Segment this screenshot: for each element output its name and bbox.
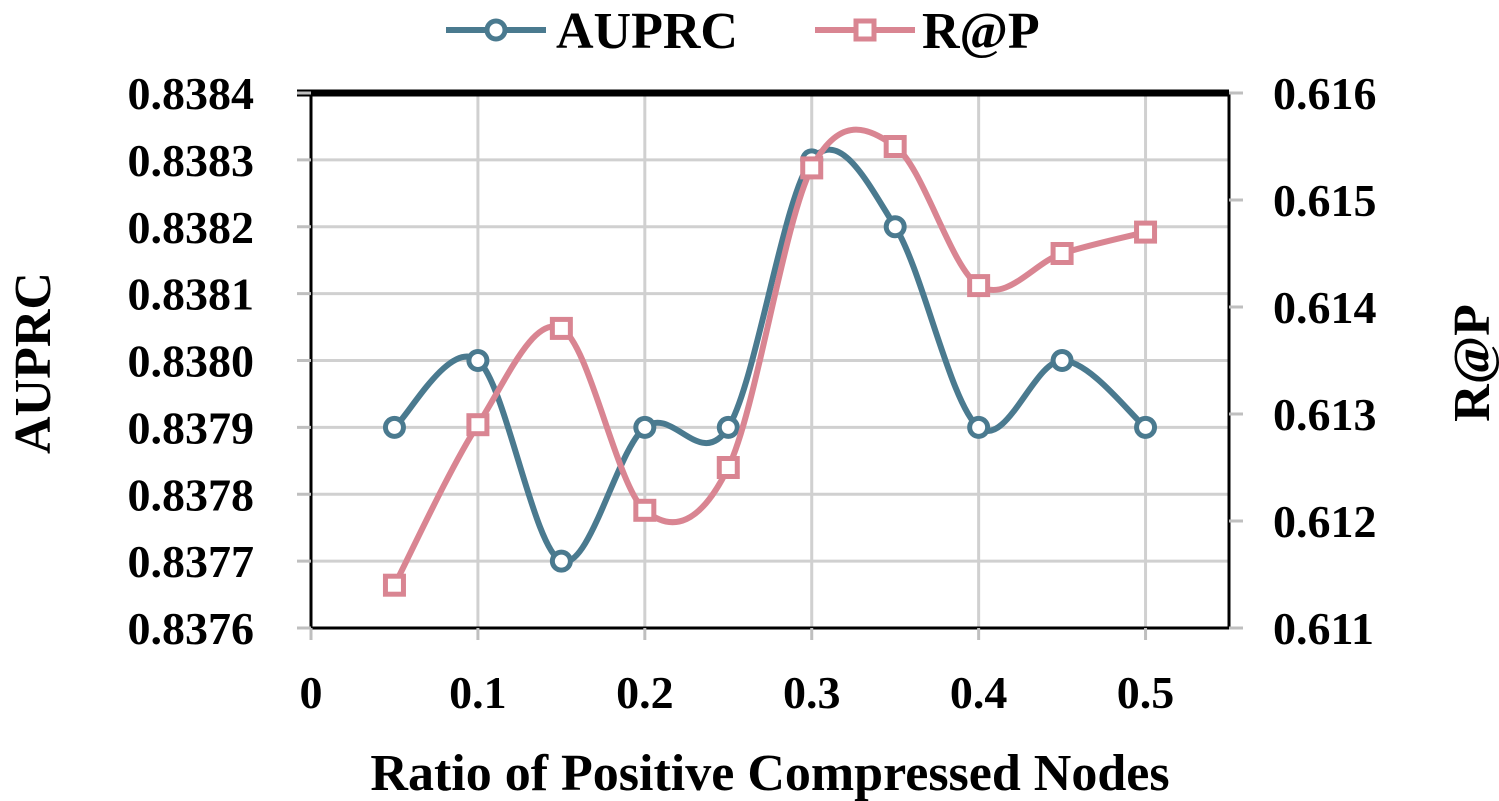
- legend-item-auprc: AUPRC: [446, 3, 738, 60]
- left-tick-label: 0.8384: [128, 68, 255, 119]
- legend-marker-auprc: [484, 18, 508, 42]
- x-tick-label: 0.3: [783, 667, 841, 718]
- series-auprc: [382, 146, 1158, 573]
- data-point-rap: [716, 456, 740, 479]
- right-tick-label: 0.616: [1273, 68, 1377, 119]
- data-point-auprc: [549, 549, 573, 573]
- legend: AUPRC R@P: [446, 3, 1040, 60]
- x-tick-label: 0.1: [449, 667, 507, 718]
- series: [382, 126, 1158, 597]
- right-tick-label: 0.615: [1273, 175, 1377, 226]
- data-point-rap: [633, 498, 657, 522]
- x-axis-title: Ratio of Positive Compressed Nodes: [370, 745, 1169, 801]
- data-point-auprc: [1050, 349, 1074, 372]
- x-axis-ticks: 0 0.1 0.2 0.3 0.4 0.5: [300, 628, 1175, 718]
- right-tick-label: 0.614: [1273, 282, 1377, 333]
- data-point-rap: [1134, 220, 1158, 244]
- left-axis-ticks: 0.8376 0.8377 0.8378 0.8379 0.8380 0.8381 0.83…: [128, 68, 311, 654]
- data-point-auprc: [633, 415, 657, 439]
- data-point-auprc: [1134, 415, 1158, 439]
- data-point-rap: [800, 156, 824, 180]
- data-point-auprc: [466, 349, 490, 372]
- legend-label-rap: R@P: [922, 3, 1040, 60]
- left-tick-label: 0.8376: [128, 603, 255, 654]
- data-point-auprc: [967, 415, 991, 439]
- series-line-auprc: [392, 146, 1148, 565]
- y-axis-title-right: R@P: [1444, 304, 1499, 422]
- x-tick-label: 0: [300, 667, 323, 718]
- left-tick-label: 0.8379: [128, 402, 255, 453]
- left-tick-label: 0.8383: [128, 135, 255, 186]
- data-point-rap: [967, 274, 991, 298]
- x-tick-label: 0.4: [950, 667, 1008, 718]
- left-tick-label: 0.8377: [128, 536, 255, 587]
- right-tick-label: 0.611: [1273, 603, 1374, 654]
- data-point-auprc: [716, 415, 740, 439]
- x-tick-label: 0.2: [616, 667, 674, 718]
- right-axis-ticks: 0.611 0.612 0.613 0.614 0.615 0.616: [1229, 68, 1377, 654]
- right-tick-label: 0.612: [1273, 496, 1377, 547]
- legend-marker-rap: [853, 18, 877, 42]
- data-point-rap: [549, 316, 573, 340]
- legend-label-auprc: AUPRC: [556, 3, 738, 60]
- left-tick-label: 0.8380: [128, 336, 255, 387]
- right-tick-label: 0.613: [1273, 389, 1377, 440]
- left-tick-label: 0.8378: [128, 469, 255, 520]
- data-point-auprc: [883, 215, 907, 239]
- legend-item-rap: R@P: [815, 3, 1040, 60]
- data-point-rap: [382, 573, 406, 597]
- data-point-rap: [1050, 242, 1074, 265]
- x-tick-label: 0.5: [1117, 667, 1175, 718]
- y-axis-title-left: AUPRC: [5, 272, 62, 454]
- data-point-rap: [466, 413, 490, 437]
- left-tick-label: 0.8381: [128, 269, 255, 320]
- data-point-auprc: [382, 415, 406, 439]
- series-rap: [382, 126, 1158, 597]
- series-line-rap: [391, 126, 1147, 587]
- data-point-rap: [883, 135, 907, 158]
- left-tick-label: 0.8382: [128, 202, 255, 253]
